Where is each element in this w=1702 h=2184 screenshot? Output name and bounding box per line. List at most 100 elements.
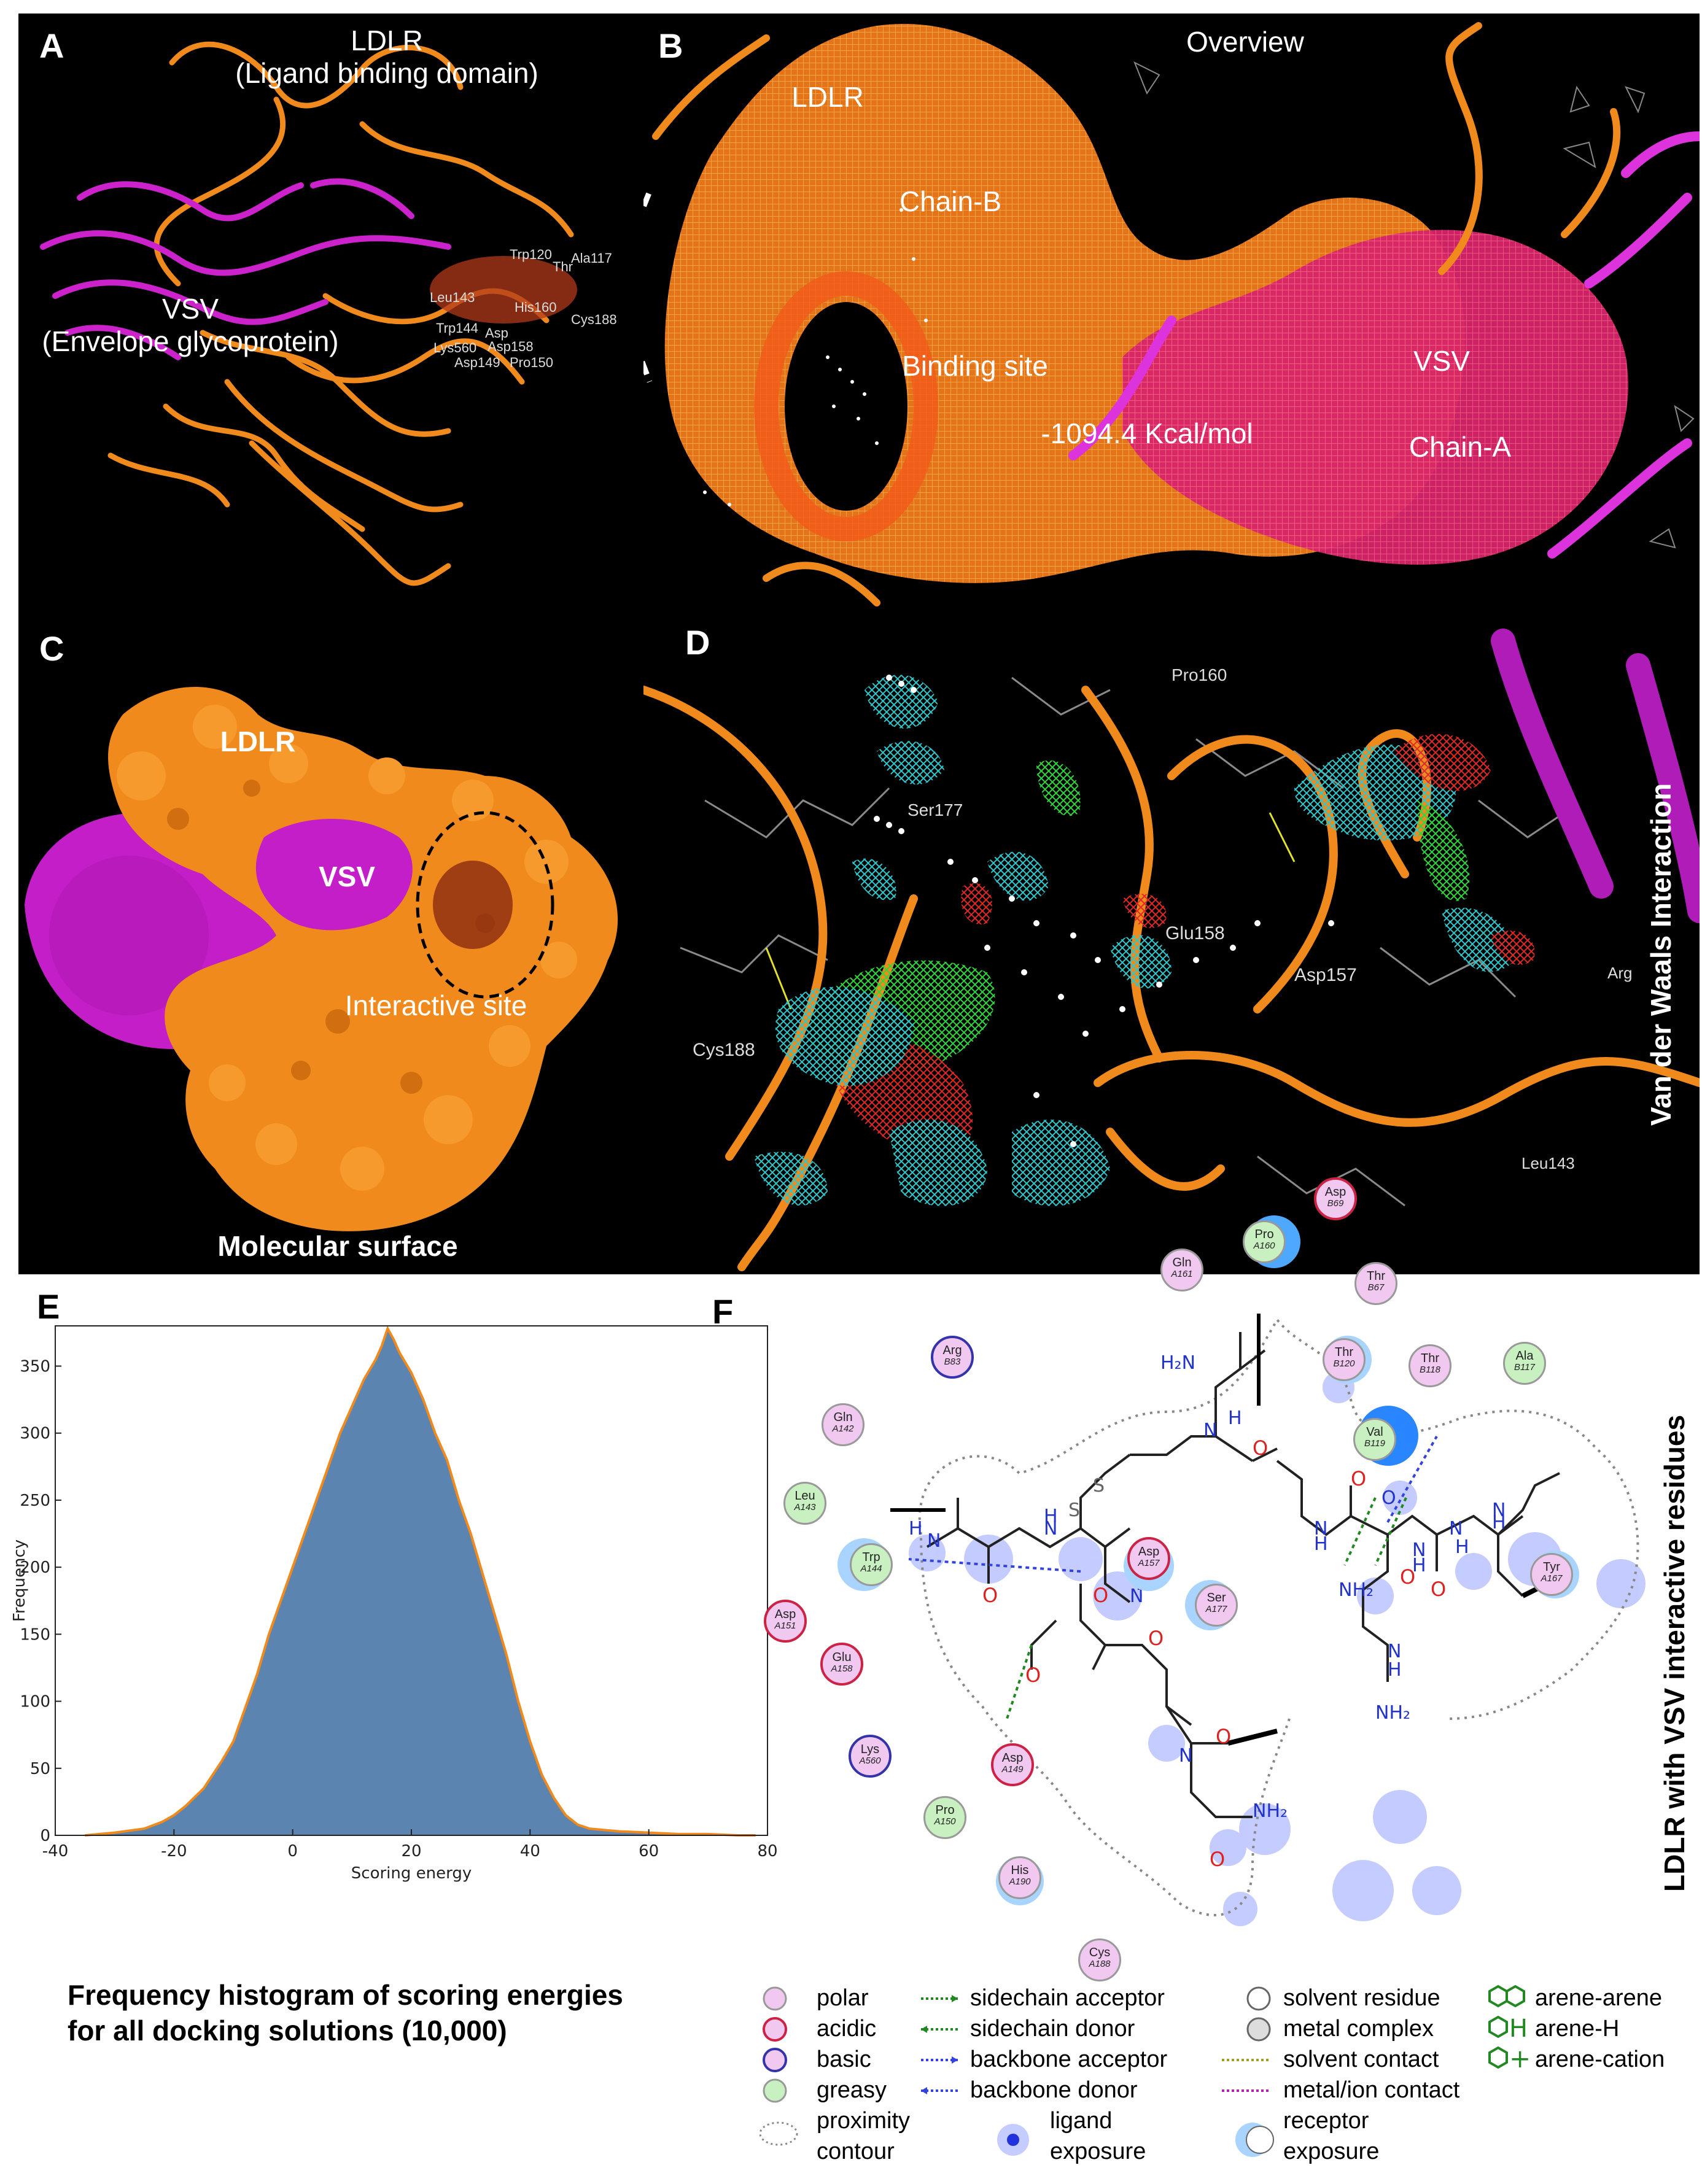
residue-label-d: Pro160 [1172, 665, 1227, 684]
x-tick-label: 0 [287, 1842, 298, 1861]
atom-label: H [1314, 1533, 1328, 1555]
ldlr-label-b: LDLR [791, 81, 864, 113]
panel-label-f: F [712, 1292, 734, 1331]
residue-disk: Pro A150 [923, 1796, 966, 1839]
atom-label: S [1068, 1500, 1080, 1521]
res-label-a: Thr [553, 259, 573, 274]
atom-label: H₂N [1160, 1352, 1195, 1374]
residue-label-d: Asp157 [1294, 965, 1357, 985]
residue-label-d: Leu143 [1521, 1154, 1575, 1172]
residue-disk: Pro A160 [1243, 1220, 1286, 1263]
zoom-indicator-lines [643, 190, 653, 383]
atom-label: H [909, 1518, 923, 1539]
legend-backbone-acceptor: backbone acceptor [970, 2047, 1168, 2072]
ldlr-title-line2: (Ligand binding domain) [235, 56, 538, 89]
atom-label: N [1492, 1500, 1506, 1521]
atom-label: H [1412, 1555, 1426, 1576]
res-label-a: Trp144 [436, 320, 478, 336]
legend-polar: polar [817, 1985, 869, 2011]
legend-plus-glyph: + [1509, 2043, 1531, 2074]
y-tick-label: 300 [20, 1425, 50, 1443]
legend-arene-h: arene-H [1535, 2016, 1620, 2042]
atom-label: N [1203, 1420, 1217, 1441]
caption-line2: for all docking solutions (10,000) [68, 2014, 507, 2047]
residue-disk: Asp A151 [764, 1600, 807, 1643]
vdw-mesh-d [643, 629, 1700, 1271]
residue-disk: Gln A161 [1160, 1249, 1203, 1291]
residue-disk: Thr B118 [1409, 1344, 1451, 1387]
histogram-chart: -40 -20 0 20 40 60 80 0 50 100 150 200 250 300 350 Scor… [12, 1325, 778, 1883]
vsv-title-line1: VSV [161, 293, 219, 325]
residue-label-d: Arg [1607, 964, 1633, 982]
y-tick-label: 350 [20, 1358, 50, 1376]
atom-label: N [1388, 1641, 1401, 1662]
residue-disk: Ala B117 [1503, 1342, 1546, 1385]
atom-label: N [1044, 1518, 1057, 1539]
res-label-a: Trp120 [510, 247, 552, 262]
y-tick-label: 150 [20, 1625, 50, 1644]
legend-arene-arene: arene-arene [1535, 1985, 1663, 2011]
residue-disk: Gln A142 [822, 1403, 865, 1446]
caption-line1: Frequency histogram of scoring energies [68, 1979, 623, 2011]
legend-solvent-contact: solvent contact [1283, 2047, 1439, 2072]
binding-site-label: Binding site [902, 350, 1048, 382]
chain-b-label: Chain-B [899, 185, 1002, 217]
legend-metal-complex: metal complex [1283, 2016, 1434, 2042]
ldlr-label-c: LDLR [220, 726, 296, 757]
atom-label: O [1400, 1565, 1415, 1589]
x-tick-label: 20 [401, 1842, 421, 1861]
atom-label: O [1381, 1487, 1396, 1509]
surface-mesh-b [652, 22, 1700, 606]
residue-disk: Leu A143 [783, 1482, 826, 1525]
res-label-a: Pro150 [510, 355, 553, 370]
res-label-a: Lys560 [433, 340, 477, 355]
residue-disk: Asp A149 [991, 1743, 1034, 1786]
atom-label: O [1025, 1663, 1041, 1687]
residue-disk: Arg B83 [931, 1336, 974, 1379]
atom-label: O [982, 1584, 998, 1607]
res-label-a: Asp [485, 325, 508, 341]
atom-label: O [1253, 1436, 1268, 1460]
x-tick-label: -20 [161, 1842, 187, 1861]
histogram-area [85, 1328, 756, 1835]
panel-d: D Pro160 Ser177 Glu158 Asp157 Cys188 Arg… [643, 616, 1700, 1274]
atom-label: N [1130, 1586, 1143, 1607]
vdw-vertical-title: Van der Waals Interaction [1645, 783, 1677, 1126]
residue-label-d: Glu158 [1165, 923, 1225, 943]
atom-label: NH₂ [1253, 1800, 1288, 1822]
legend-solvent-residue: solvent residue [1283, 1985, 1440, 2011]
x-axis-label: Scoring energy [351, 1864, 472, 1883]
legend-sidechain-acceptor: sidechain acceptor [970, 1985, 1165, 2011]
ldlr-title-line1: LDLR [351, 25, 423, 56]
chain-a-label: Chain-A [1409, 431, 1512, 463]
legend-backbone-donor: backbone donor [970, 2077, 1138, 2103]
ldlr-title-a: LDLR (Ligand binding domain) [203, 25, 571, 90]
atom-label: N [1412, 1539, 1426, 1561]
atom-label: H [1492, 1512, 1506, 1533]
legend-contour: contour [817, 2139, 895, 2164]
legend-receptor-exposure: exposure [1283, 2139, 1380, 2164]
x-tick-label: 80 [757, 1842, 777, 1861]
atom-label: O [1431, 1578, 1446, 1601]
residue-disk: Val B119 [1353, 1418, 1396, 1461]
legend-ligand: ligand [1050, 2108, 1113, 2134]
vsv-label-b: VSV [1413, 345, 1471, 377]
res-label-a: Ala117 [571, 250, 612, 266]
atom-label: N [927, 1530, 941, 1552]
y-tick-label: 0 [40, 1827, 50, 1845]
vsv-label-c: VSV [318, 861, 376, 893]
legend-metal-contact: metal/ion contact [1283, 2077, 1460, 2103]
y-tick-label: 200 [20, 1559, 50, 1577]
interaction-diagram: O N H N H N H N H N H N H N H N N H NH₂ … [890, 1314, 1646, 1926]
atom-label: O [1093, 1584, 1108, 1607]
atom-label: O [1216, 1725, 1231, 1748]
atom-label: H [1455, 1536, 1469, 1558]
interactive-site-label: Interactive site [344, 989, 527, 1021]
legend-proximity: proximity [817, 2108, 911, 2134]
y-tick-label: 250 [20, 1492, 50, 1510]
atom-label: N [1314, 1518, 1327, 1539]
residue-disk: Thr B67 [1354, 1262, 1397, 1305]
panel-label-d: D [685, 623, 710, 662]
legend-receptor: receptor [1283, 2108, 1369, 2134]
interactive-residues-vertical-title: LDLR with VSV interactive residues [1658, 1414, 1690, 1892]
